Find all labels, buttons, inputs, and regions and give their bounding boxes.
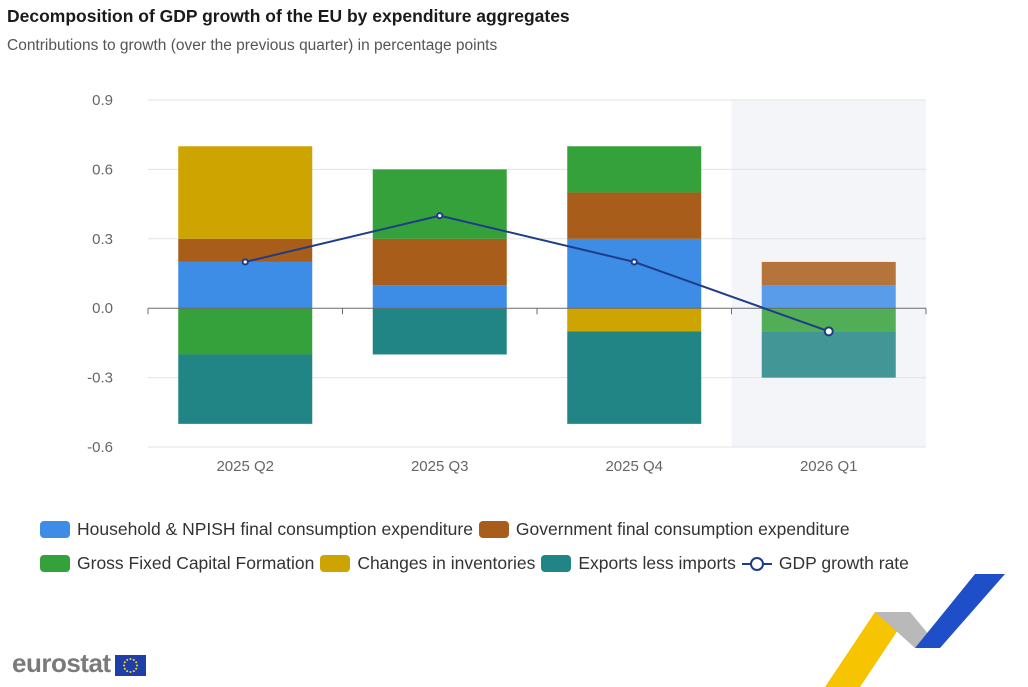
legend-row-2: Gross Fixed Capital Formation Changes in… — [40, 546, 1020, 580]
legend-swatch-exports — [541, 554, 572, 572]
bar-segment-government — [761, 261, 896, 286]
gdp-growth-point — [241, 258, 249, 266]
y-tick-label: 0.9 — [92, 92, 113, 109]
legend-label-household: Household & NPISH final consumption expe… — [77, 518, 473, 539]
bar-segment-exports — [372, 308, 507, 355]
x-tick-label: 2025 Q4 — [605, 458, 663, 475]
bar-segment-household — [761, 285, 896, 309]
legend-item-household[interactable]: Household & NPISH final consumption expe… — [40, 519, 473, 540]
legend-label-gfcf: Gross Fixed Capital Formation — [77, 552, 315, 573]
bar-segment-government — [178, 238, 313, 262]
chart-legend: Household & NPISH final consumption expe… — [40, 512, 1020, 580]
logo-text: eurostat — [12, 648, 111, 678]
bar-segment-gfcf — [761, 308, 896, 332]
bar-segment-gfcf — [372, 169, 507, 239]
y-tick-label: 0.0 — [92, 300, 113, 317]
eu-flag-icon — [114, 654, 146, 676]
bar-segment-household — [567, 238, 702, 309]
legend-item-gdp[interactable]: GDP growth rate — [741, 552, 909, 574]
bar-segment-exports — [178, 354, 313, 424]
x-tick-label: 2026 Q1 — [800, 458, 858, 475]
legend-swatch-gfcf — [40, 554, 70, 572]
y-tick-label: -0.6 — [87, 439, 113, 456]
legend-swatch-government — [478, 520, 509, 538]
y-tick-label: 0.3 — [92, 231, 113, 248]
bar-segment-gfcf — [567, 146, 702, 193]
bar-segment-inventories — [178, 146, 313, 239]
y-tick-label: -0.3 — [87, 370, 113, 387]
bar-segment-government — [372, 238, 507, 286]
legend-item-gfcf[interactable]: Gross Fixed Capital Formation — [40, 553, 314, 574]
legend-label-government: Government final consumption expenditure — [515, 518, 850, 539]
bar-segment-household — [372, 285, 507, 309]
bar-segment-gfcf — [178, 308, 313, 355]
gdp-growth-point — [436, 212, 444, 220]
legend-item-exports[interactable]: Exports less imports — [541, 553, 736, 574]
bar-segment-exports — [761, 331, 896, 378]
decorative-ribbon-graphic — [825, 574, 1005, 687]
legend-swatch-household — [40, 520, 70, 538]
x-tick-label: 2025 Q2 — [216, 458, 274, 475]
gdp-growth-point — [823, 326, 834, 337]
legend-label-gdp: GDP growth rate — [778, 552, 909, 573]
legend-item-government[interactable]: Government final consumption expenditure — [478, 518, 850, 540]
gdp-growth-point — [630, 258, 638, 266]
chart-title: Decomposition of GDP growth of the EU by… — [7, 6, 570, 26]
legend-swatch-gdp — [741, 555, 772, 572]
legend-label-inventories: Changes in inventories — [357, 552, 536, 573]
eurostat-logo: eurostat — [12, 648, 146, 679]
chart-subtitle: Contributions to growth (over the previo… — [7, 37, 498, 54]
gdp-decomposition-chart: 0.9 0.6 0.3 0.0 -0.3 -0.6 2025 Q2 2025 Q3 2025 Q… — [87, 92, 927, 475]
bar-segment-government — [567, 192, 702, 239]
bar-segment-household — [178, 261, 313, 309]
legend-row-1: Household & NPISH final consumption expe… — [40, 512, 1020, 546]
x-tick-label: 2025 Q3 — [411, 458, 469, 475]
y-tick-label: 0.6 — [92, 161, 113, 178]
gdp-growth-line — [245, 214, 830, 333]
bar-segment-inventories — [567, 308, 702, 332]
legend-label-exports: Exports less imports — [578, 552, 736, 573]
legend-swatch-inventories — [320, 554, 351, 572]
bar-segment-exports — [567, 331, 702, 424]
legend-item-inventories[interactable]: Changes in inventories — [320, 553, 535, 574]
